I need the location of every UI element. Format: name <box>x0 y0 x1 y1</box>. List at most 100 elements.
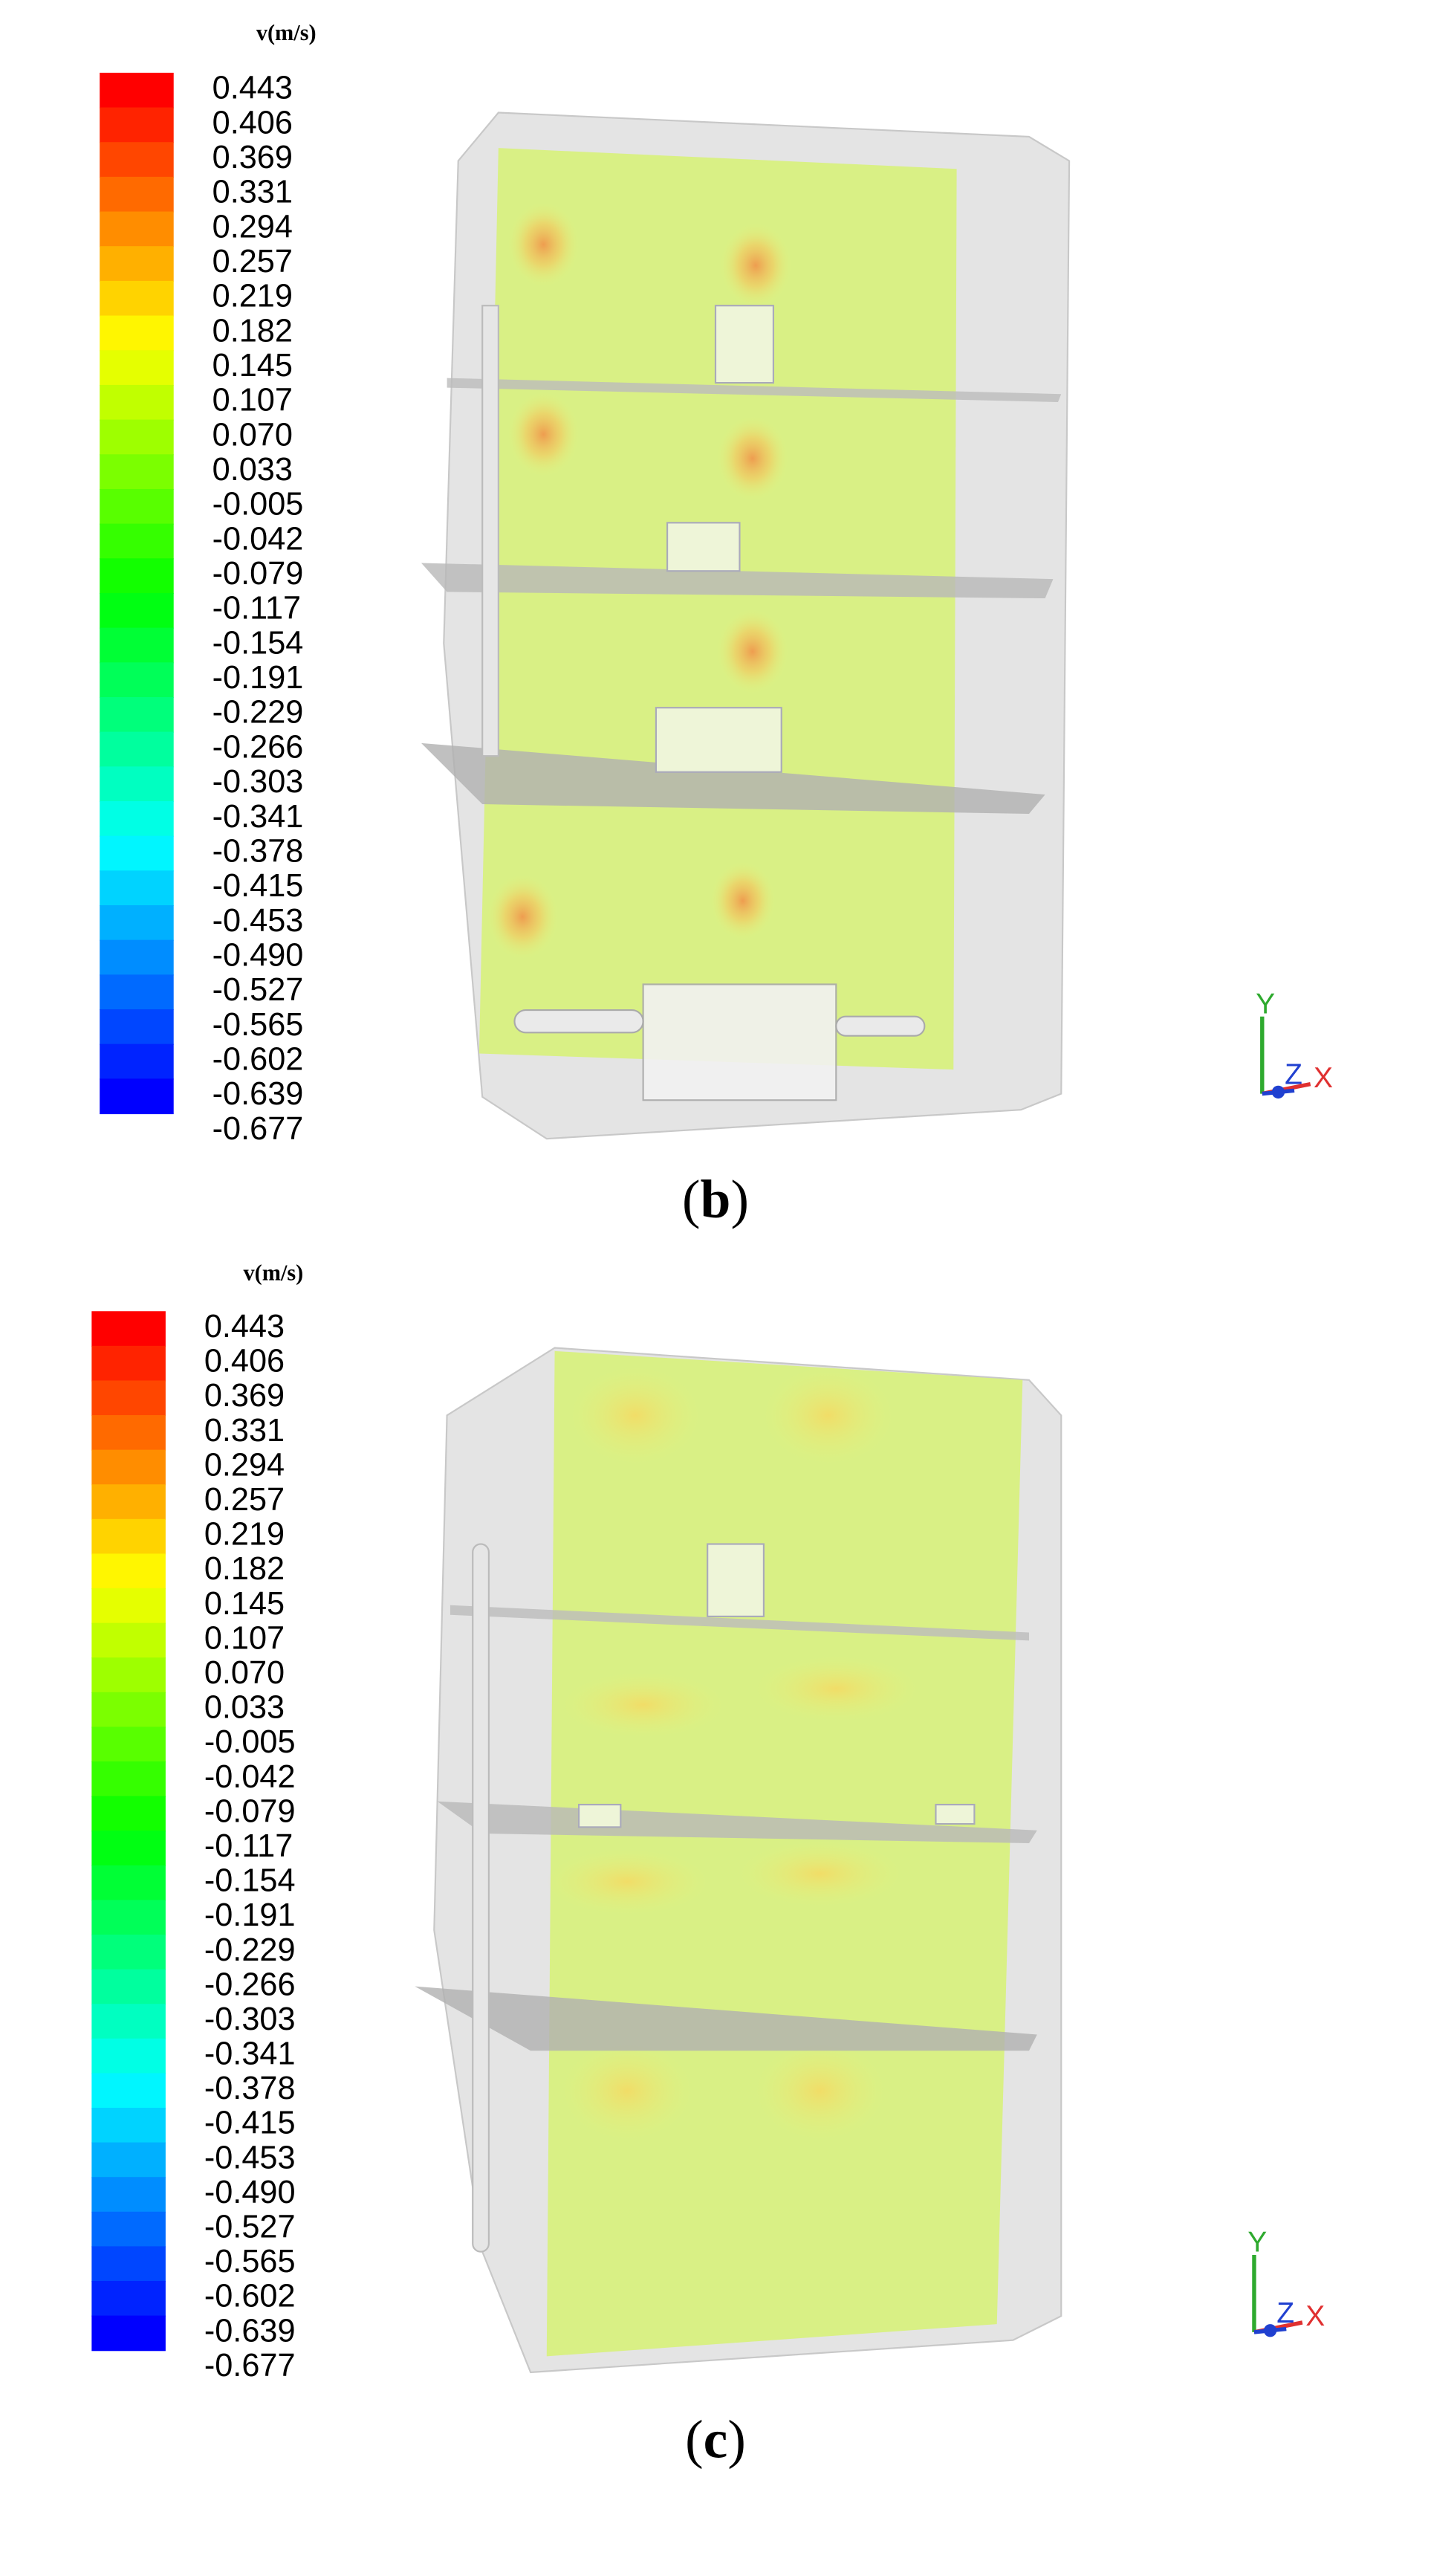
colorbar-label: 0.033 <box>212 452 293 488</box>
colorbar-band <box>91 1415 166 1451</box>
colorbar-band <box>91 1726 166 1763</box>
colorbar-band <box>100 280 174 317</box>
colorbar-label: -0.602 <box>212 1041 304 1077</box>
colorbar-band <box>91 1553 166 1590</box>
colorbar-band <box>100 904 174 941</box>
colorbar-band <box>91 2004 166 2039</box>
colorbar-label: -0.527 <box>204 2210 296 2245</box>
colorbar-label: 0.369 <box>212 140 293 175</box>
colorbar-label: -0.677 <box>212 1111 304 1147</box>
colorbar-label: -0.266 <box>212 729 304 765</box>
colorbar-label: -0.191 <box>204 1897 296 1933</box>
colorbar-label: -0.042 <box>212 521 304 557</box>
colorbar-band <box>91 1518 166 1555</box>
colorbar-label: -0.005 <box>204 1724 296 1760</box>
colorbar-label: -0.415 <box>204 2106 296 2141</box>
colorbar-band <box>100 523 174 560</box>
colorbar-band <box>100 1078 174 1115</box>
colorbar-label: -0.117 <box>212 591 301 627</box>
colorbar-band <box>100 766 174 803</box>
colorbar-label: 0.219 <box>204 1517 285 1553</box>
colorbar-label: -0.677 <box>204 2348 296 2384</box>
colorbar-band <box>100 662 174 699</box>
colorbar-label: 0.033 <box>204 1690 285 1726</box>
colorbar-band <box>100 696 174 733</box>
axis-label-z: Z <box>1276 2297 1294 2329</box>
colorbar-band <box>100 1009 174 1045</box>
colorbar-band <box>100 835 174 872</box>
colorbar-label: 0.443 <box>212 71 293 106</box>
colorbar-label: -0.154 <box>212 625 304 661</box>
colorbar-label: -0.453 <box>204 2140 296 2175</box>
colorbar-label: -0.378 <box>204 2071 296 2106</box>
colorbar-band <box>91 2142 166 2178</box>
colorbar-label: 0.294 <box>204 1447 285 1483</box>
colorbar-label: 0.257 <box>204 1482 285 1518</box>
axis-origin <box>1271 1085 1285 1099</box>
colorbar-band <box>91 2315 166 2352</box>
axis-origin <box>1263 2324 1277 2337</box>
colorbar-label: -0.565 <box>212 1007 304 1043</box>
colorbar-title: v(m/s) <box>256 20 317 45</box>
axis-label-x: X <box>1305 2300 1325 2332</box>
colorbar-label: -0.229 <box>212 695 304 731</box>
axis-label-x: X <box>1314 1062 1333 1094</box>
colorbar-band <box>91 1380 166 1417</box>
colorbar-label: -0.154 <box>204 1863 296 1899</box>
colorbar-band <box>100 176 174 213</box>
colorbar-band <box>100 107 174 143</box>
colorbar-band <box>100 592 174 629</box>
colorbar-label: -0.453 <box>212 903 304 939</box>
colorbar-label: 0.145 <box>212 348 293 384</box>
colorbar-band <box>91 1484 166 1520</box>
colorbar-band <box>91 1449 166 1486</box>
colorbar-band <box>91 2177 166 2213</box>
colorbar-label: 0.406 <box>204 1344 285 1379</box>
colorbar-label: 0.107 <box>212 383 293 418</box>
colorbar-label: -0.303 <box>212 764 304 800</box>
colorbar-label: -0.602 <box>204 2279 296 2314</box>
colorbar-label: 0.107 <box>204 1620 285 1656</box>
colorbar-label: -0.490 <box>204 2175 296 2210</box>
colorbar-label: -0.303 <box>204 2001 296 2037</box>
colorbar-band <box>100 419 174 456</box>
colorbar-label: -0.191 <box>212 660 304 696</box>
colorbar-label: 0.294 <box>212 209 293 245</box>
colorbar-label: -0.490 <box>212 937 304 973</box>
colorbar-band <box>91 1900 166 1936</box>
panel-label: (c) <box>685 2409 746 2470</box>
colorbar-label: 0.219 <box>212 279 293 314</box>
colorbar-band <box>91 1935 166 1970</box>
colorbar-band <box>100 488 174 525</box>
colorbar-label: -0.639 <box>204 2313 296 2349</box>
colorbar-label: 0.443 <box>204 1309 285 1344</box>
colorbar-label: 0.182 <box>212 313 293 349</box>
axis-label-y: Y <box>1247 2227 1267 2259</box>
colorbar-band <box>91 2108 166 2143</box>
colorbar-band <box>91 2211 166 2247</box>
panel: v(m/s) 0.4430.4060.3690.3310.2940.2570.21… <box>91 1261 1325 2470</box>
colorbar-band <box>100 211 174 247</box>
colorbar-label: 0.257 <box>212 244 293 279</box>
axis-label-y: Y <box>1256 988 1275 1020</box>
colorbar-band <box>100 246 174 282</box>
colorbar-label: -0.229 <box>204 1932 296 1968</box>
colorbar-label: 0.369 <box>204 1378 285 1414</box>
colorbar-band <box>91 1311 166 1347</box>
panel: v(m/s) 0.4430.4060.3690.3310.2940.2570.21… <box>100 20 1333 1229</box>
colorbar-band <box>100 350 174 386</box>
render-b <box>421 111 1071 1140</box>
colorbar-band <box>100 72 174 109</box>
colorbar-label: -0.415 <box>212 868 304 904</box>
colorbar-band <box>100 627 174 664</box>
colorbar-label: -0.117 <box>204 1828 293 1864</box>
colorbar-band <box>91 1692 166 1728</box>
panel-label: (b) <box>682 1168 749 1229</box>
colorbar-label: -0.565 <box>204 2244 296 2279</box>
colorbar-band <box>91 1345 166 1382</box>
colorbar-label: -0.341 <box>204 2036 296 2072</box>
axis-label-z: Z <box>1285 1059 1302 1091</box>
panel-letter: b <box>701 1168 731 1229</box>
render-c <box>415 1347 1062 2374</box>
